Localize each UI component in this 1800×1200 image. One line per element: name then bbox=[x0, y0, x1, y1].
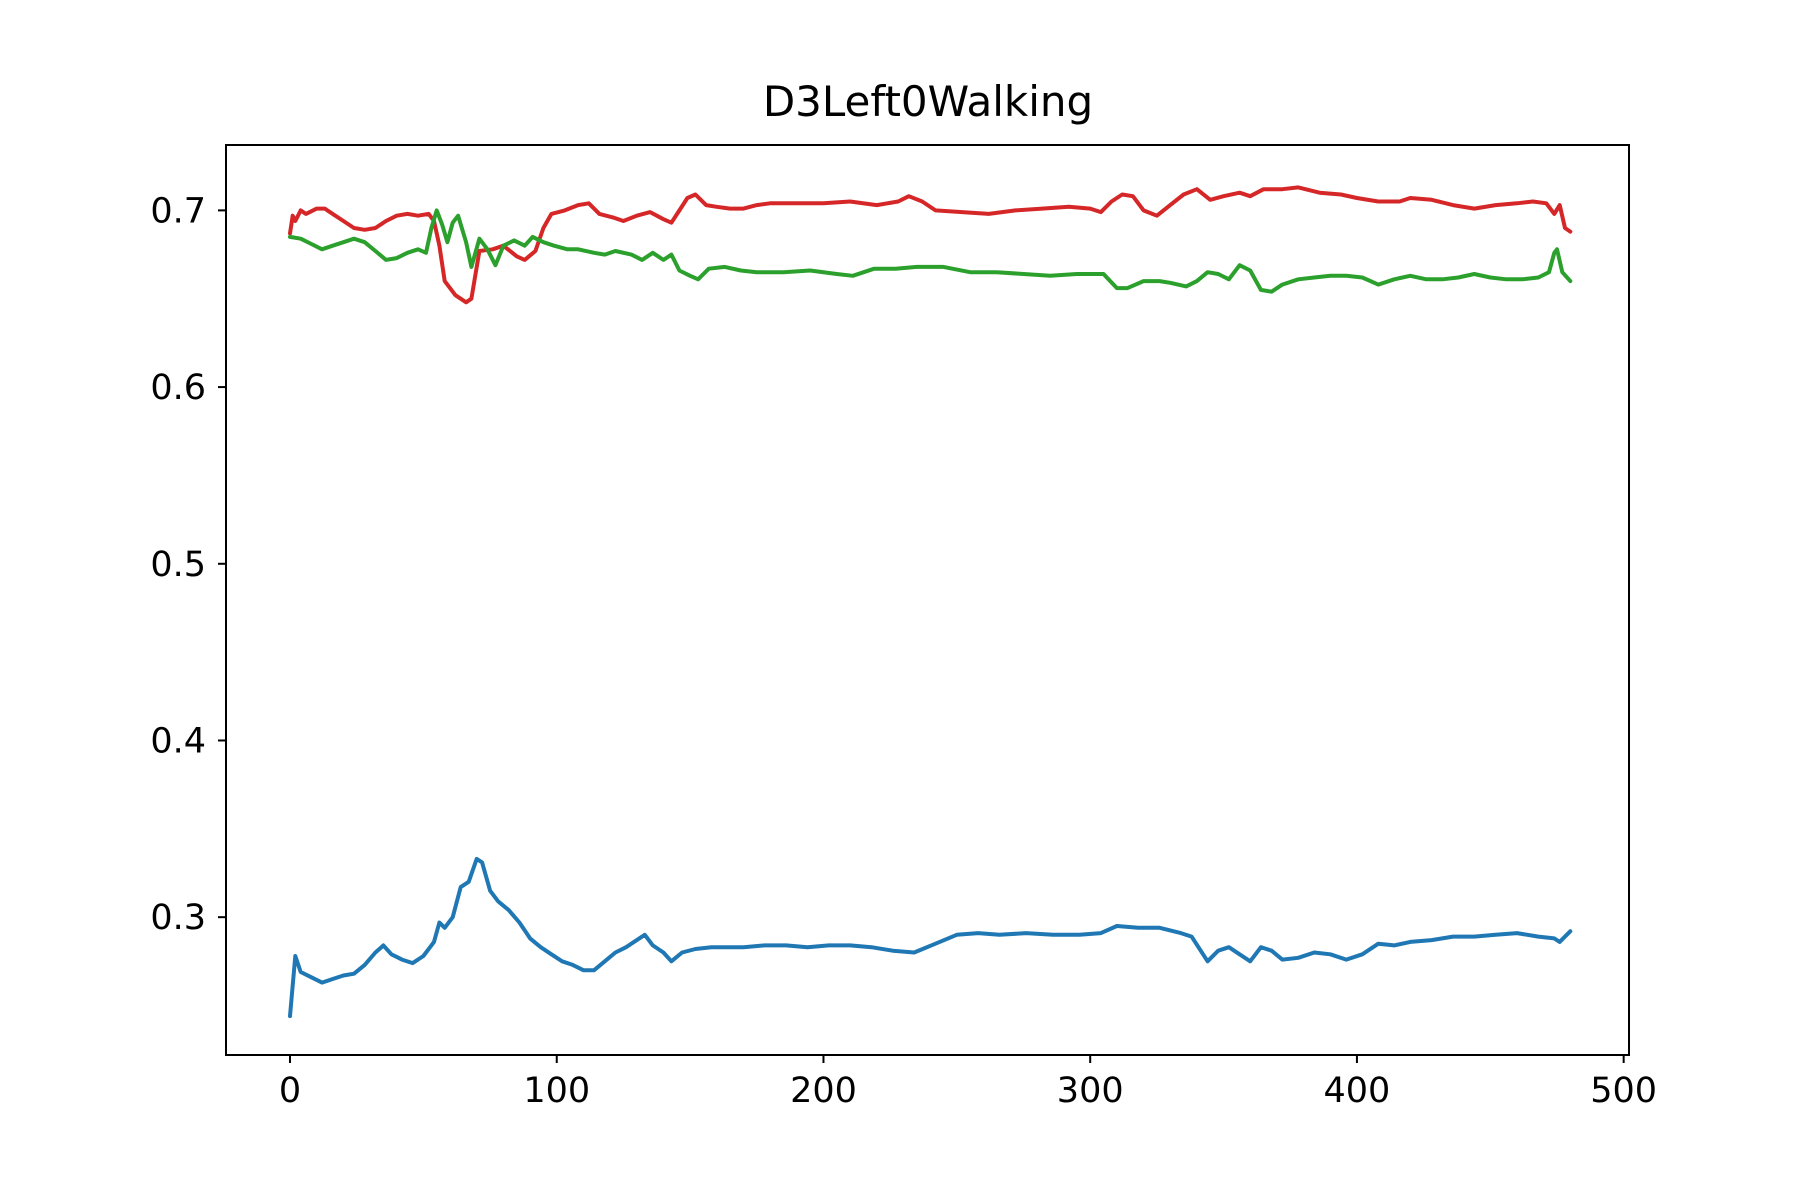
chart-title: D3Left0Walking bbox=[763, 77, 1093, 126]
series-layer bbox=[288, 185, 1573, 1019]
x-tick-label: 100 bbox=[523, 1071, 590, 1111]
x-tick-label: 300 bbox=[1057, 1071, 1124, 1111]
series-line-2 bbox=[288, 208, 1573, 294]
x-tick-label: 400 bbox=[1324, 1071, 1391, 1111]
y-tick-label: 0.5 bbox=[150, 545, 206, 585]
x-tick-label: 500 bbox=[1590, 1071, 1657, 1111]
y-tick-label: 0.4 bbox=[150, 721, 206, 761]
series-line-3 bbox=[288, 856, 1573, 1019]
series-line-1 bbox=[288, 185, 1573, 305]
y-tick-label: 0.3 bbox=[150, 898, 206, 938]
ticks-layer: 0 100 200 300 400 500 0.3 0.4 0.5 0.6 0.7 bbox=[150, 191, 1657, 1111]
y-tick-label: 0.6 bbox=[150, 368, 206, 408]
y-tick-label: 0.7 bbox=[150, 191, 206, 231]
plot-area-frame bbox=[225, 144, 1630, 1056]
x-tick-label: 200 bbox=[790, 1071, 857, 1111]
x-tick-label: 0 bbox=[279, 1071, 301, 1111]
